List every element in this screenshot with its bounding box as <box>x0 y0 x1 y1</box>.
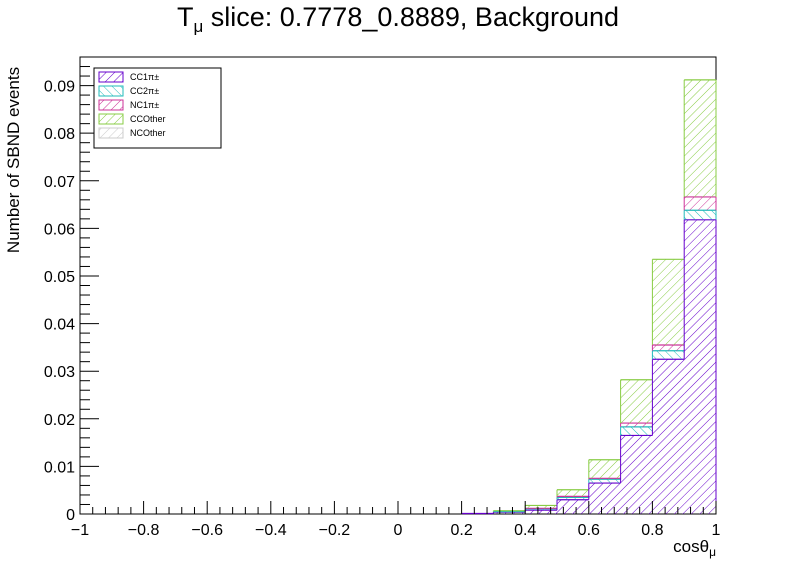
bar-CCOther-bin-16 <box>588 459 621 479</box>
chart-title: Tμ slice: 0.7778_0.8889, Background <box>176 2 620 36</box>
y-axis-title: Number of SBND events <box>4 67 23 253</box>
bar-CC1π±-bin-16 <box>588 483 621 514</box>
legend-label: CC2π± <box>130 86 159 96</box>
bar-CC1π±-bin-18 <box>652 359 685 514</box>
bar-CC2π±-bin-16 <box>588 479 621 484</box>
bar-CCOther-bin-18 <box>652 259 685 346</box>
y-tick-label: 0.02 <box>44 412 75 429</box>
x-tick-label: 0.4 <box>514 522 536 539</box>
bar-CCOther-bin-17 <box>620 379 653 424</box>
bar-CCOther-bin-19 <box>684 79 716 197</box>
x-axis: −1 −0.8 −0.6 −0.4 −0.2 0 0.2 0.4 0.6 0.8 1 <box>71 501 721 539</box>
bar-CC1π±-bin-14 <box>525 510 557 514</box>
y-tick-label: 0.09 <box>44 79 75 96</box>
x-tick-label: −0.2 <box>319 522 351 539</box>
x-tick-label: 0 <box>394 522 403 539</box>
y-tick-label: 0.05 <box>44 269 75 286</box>
x-tick-label: −0.8 <box>128 522 160 539</box>
stacked-bars <box>461 79 717 515</box>
y-tick-label: 0.03 <box>44 364 75 381</box>
bar-NC1π±-bin-18 <box>652 345 685 351</box>
x-tick-label: 0.6 <box>578 522 600 539</box>
bar-CC2π±-bin-18 <box>652 350 685 360</box>
legend-swatch <box>98 85 124 97</box>
x-tick-label: −1 <box>71 522 89 539</box>
bar-CC2π±-bin-19 <box>684 210 716 220</box>
legend-label: CCOther <box>130 114 166 124</box>
bar-CC2π±-bin-17 <box>620 426 653 436</box>
legend-swatch <box>98 71 124 83</box>
bar-CC1π±-bin-19 <box>684 219 716 514</box>
x-tick-label: −0.6 <box>191 522 223 539</box>
y-tick-label: 0.08 <box>44 126 75 143</box>
legend-swatch <box>98 127 124 139</box>
y-axis: 0 0.01 0.02 0.03 0.04 0.05 0.06 0.07 0.08 0.09 <box>44 56 99 524</box>
x-tick-label: −0.4 <box>255 522 287 539</box>
legend-label: CC1π± <box>130 72 159 82</box>
y-tick-label: 0.06 <box>44 221 75 238</box>
legend-swatch <box>98 113 124 125</box>
bar-CC2π±-bin-15 <box>557 497 589 500</box>
bar-CC1π±-bin-17 <box>620 435 653 514</box>
y-tick-label: 0 <box>66 507 75 524</box>
x-tick-label: 1 <box>712 522 721 539</box>
x-tick-label: 0.8 <box>641 522 663 539</box>
bar-CC1π±-bin-15 <box>557 499 589 514</box>
bar-CC1π±-bin-13 <box>493 512 526 514</box>
legend-label: NC1π± <box>130 100 159 110</box>
y-tick-label: 0.01 <box>44 459 75 476</box>
y-tick-label: 0.07 <box>44 174 75 191</box>
bar-CCOther-bin-15 <box>557 489 589 497</box>
bar-NC1π±-bin-17 <box>620 423 653 427</box>
legend-swatch <box>98 99 124 111</box>
bar-CC2π±-bin-14 <box>525 508 557 511</box>
legend-label: NCOther <box>130 128 166 138</box>
x-axis-title: cosθμ <box>673 537 716 559</box>
bar-CCOther-bin-14 <box>525 505 557 509</box>
y-tick-label: 0.04 <box>44 317 75 334</box>
bar-NC1π±-bin-19 <box>684 196 716 211</box>
x-tick-label: 0.2 <box>450 522 472 539</box>
legend: CC1π± CC2π± NC1π± CCOther NCOther <box>93 67 222 149</box>
